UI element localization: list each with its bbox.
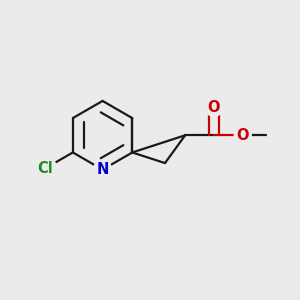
Circle shape xyxy=(234,127,251,144)
Text: N: N xyxy=(96,162,109,177)
Circle shape xyxy=(34,157,57,179)
Circle shape xyxy=(206,99,223,116)
Text: O: O xyxy=(208,100,220,116)
Text: Cl: Cl xyxy=(38,161,53,176)
Circle shape xyxy=(93,160,112,179)
Text: O: O xyxy=(236,128,249,143)
